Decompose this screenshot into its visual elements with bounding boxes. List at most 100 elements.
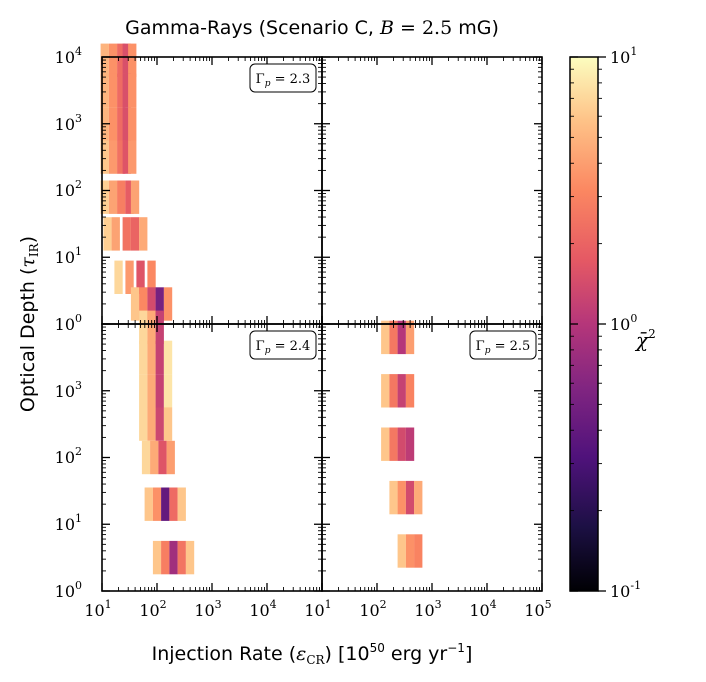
y-tick-label: 104 — [55, 45, 82, 67]
heatmap-cell-top-left — [163, 287, 173, 321]
heatmap-cell-bottom-left — [161, 487, 170, 521]
x-tick-label: 104 — [249, 598, 276, 620]
heatmap-cell-bottom-left — [169, 540, 178, 575]
y-tick-label: 101 — [55, 512, 82, 534]
heatmap-cell-bottom-left — [169, 487, 178, 521]
svg-text:Γp = 2.3: Γp = 2.3 — [256, 72, 311, 89]
heatmap-cell-bottom-right — [389, 320, 398, 355]
heatmap-cell-top-left — [155, 287, 164, 321]
heatmap-cell-bottom-left — [155, 374, 164, 408]
colorbar-label: χ̄2 — [634, 327, 656, 352]
heatmap-cell-bottom-left — [139, 407, 148, 441]
heatmap-cell-top-left — [108, 107, 118, 141]
heatmap-cell-bottom-right — [381, 427, 390, 461]
y-axis-label: Optical Depth (τIR) — [17, 236, 41, 412]
heatmap-cell-bottom-left — [161, 540, 170, 575]
heatmap-cells — [100, 43, 423, 575]
heatmap-cell-top-left — [125, 180, 134, 214]
heatmap-cell-bottom-left — [139, 374, 148, 408]
heatmap-cell-bottom-left — [147, 374, 156, 408]
heatmap-cell-top-left — [130, 287, 140, 321]
heatmap-cell-bottom-right — [389, 480, 398, 515]
heatmap-cell-bottom-right — [405, 534, 415, 568]
heatmap-cell-top-left — [103, 217, 112, 251]
x-axis-label: Injection Rate (εCR) [1050 erg yr−1] — [152, 641, 473, 667]
panel-annotation: Γp = 2.5 — [469, 330, 537, 360]
colorbar-tick-label: 101 — [610, 45, 637, 67]
y-tick-label: 103 — [55, 112, 82, 134]
y-tick-label: 102 — [55, 178, 82, 200]
heatmap-cell-bottom-right — [405, 374, 415, 408]
heatmap-cell-top-left — [117, 73, 126, 108]
heatmap-cell-bottom-left — [139, 340, 148, 375]
heatmap-cell-top-left — [128, 43, 137, 77]
colorbar-tick-label: 10-1 — [610, 579, 641, 601]
heatmap-cell-bottom-right — [414, 480, 423, 515]
heatmap-cell-top-left — [128, 73, 137, 108]
heatmap-cell-bottom-left — [158, 440, 167, 475]
heatmap-cell-bottom-left — [163, 340, 173, 375]
heatmap-cell-bottom-right — [414, 534, 423, 568]
svg-text:Γp = 2.5: Γp = 2.5 — [476, 339, 531, 356]
heatmap-cell-top-left — [111, 217, 120, 251]
heatmap-cell-bottom-left — [152, 540, 162, 575]
heatmap-cell-top-left — [147, 260, 156, 294]
heatmap-cell-bottom-left — [144, 487, 153, 521]
heatmap-cell-top-left — [139, 287, 148, 321]
panel-axes-top-right — [321, 56, 543, 325]
svg-text:Γp = 2.4: Γp = 2.4 — [256, 339, 311, 356]
y-tick-label: 100 — [55, 579, 82, 601]
x-tick-label: 102 — [139, 598, 166, 620]
colorbar-tick-label: 100 — [610, 312, 637, 334]
panel-axes-bottom-left — [101, 323, 323, 592]
heatmap-cell-bottom-left — [141, 440, 151, 475]
heatmap-cell-bottom-left — [152, 487, 162, 521]
y-tick-label: 100 — [55, 312, 82, 334]
heatmap-cell-bottom-left — [155, 310, 164, 344]
heatmap-cell-bottom-right — [405, 427, 415, 461]
heatmap-cell-top-left — [117, 140, 126, 174]
chart-title: Gamma-Rays (Scenario C, B = 2.5 mG) — [125, 17, 499, 39]
heatmap-cell-bottom-left — [147, 340, 156, 375]
heatmap-cell-bottom-left — [147, 407, 156, 441]
heatmap-cell-top-left — [136, 260, 145, 294]
heatmap-cell-top-left — [125, 260, 134, 294]
heatmap-cell-top-left — [147, 287, 156, 321]
heatmap-cell-bottom-left — [185, 540, 195, 575]
x-tick-label: 103 — [414, 598, 441, 620]
heatmap-cell-top-left — [108, 73, 118, 108]
heatmap-cell-top-left — [128, 107, 137, 141]
heatmap-cell-bottom-right — [397, 480, 406, 515]
heatmap-cell-bottom-left — [150, 440, 159, 475]
y-tick-label: 102 — [55, 445, 82, 467]
heatmap-cell-top-left — [122, 140, 131, 174]
heatmap-cell-top-left — [108, 43, 118, 77]
x-tick-label: 103 — [194, 598, 221, 620]
heatmap-cell-top-left — [130, 180, 140, 214]
heatmap-cell-bottom-left — [177, 487, 186, 521]
heatmap-cell-bottom-right — [405, 320, 415, 355]
x-tick-label: 102 — [359, 598, 386, 620]
heatmap-cell-bottom-left — [163, 407, 173, 441]
heatmap-cell-top-left — [114, 260, 123, 294]
x-tick-label: 101 — [84, 598, 111, 620]
heatmap-cell-top-left — [117, 43, 126, 77]
heatmap-cell-top-left — [122, 73, 131, 108]
heatmap-cell-top-left — [128, 140, 137, 174]
heatmap-cell-top-left — [122, 43, 131, 77]
heatmap-cell-bottom-right — [397, 534, 406, 568]
heatmap-cell-bottom-left — [177, 540, 186, 575]
panel-axes-bottom-right — [321, 323, 543, 592]
heatmap-cell-bottom-left — [155, 340, 164, 375]
heatmap-cell-bottom-right — [397, 427, 406, 461]
heatmap-cell-top-left — [117, 180, 126, 214]
heatmap-cell-bottom-left — [166, 440, 175, 475]
heatmap-cell-bottom-right — [397, 320, 406, 355]
heatmap-cell-top-left — [100, 73, 109, 108]
heatmap-cell-bottom-left — [139, 310, 148, 344]
axes: 101 102 103 104 101 102 103 104 1051001001011011… — [55, 45, 552, 620]
panel-annotation: Γp = 2.3 — [249, 63, 317, 93]
x-tick-label: 101 — [304, 598, 331, 620]
heatmap-cell-bottom-left — [163, 374, 173, 408]
